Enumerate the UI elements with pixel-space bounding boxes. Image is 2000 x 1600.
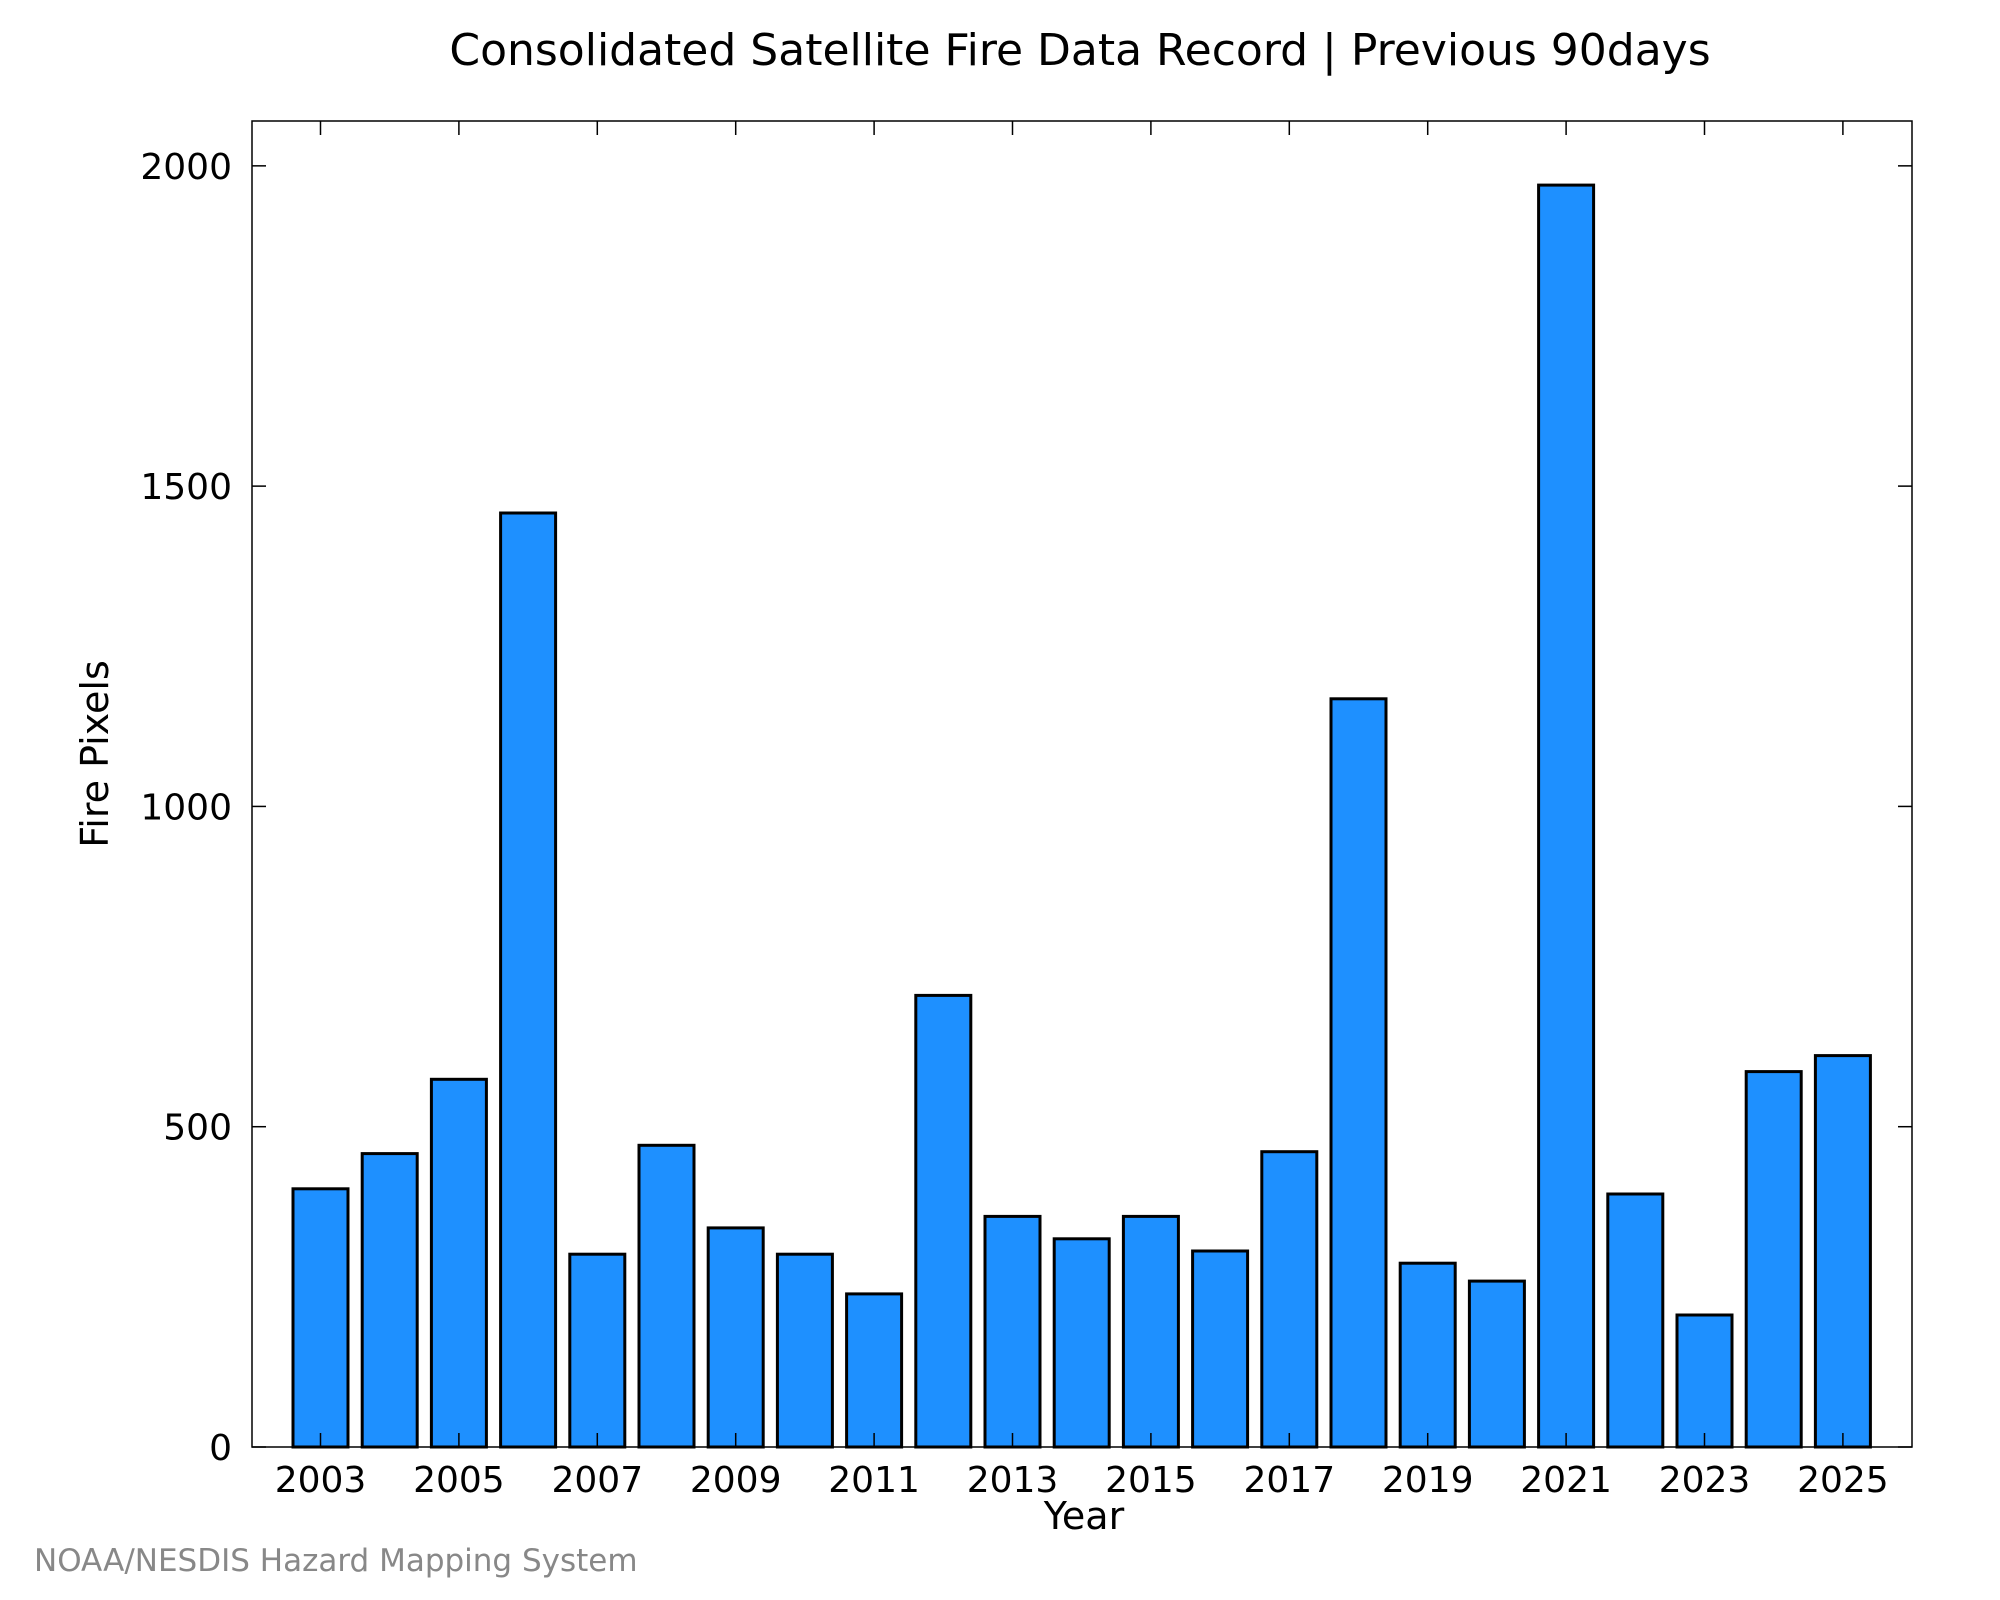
bar-2006	[499, 511, 558, 1449]
x-tick-label-2013: 2013	[967, 1460, 1059, 1501]
x-tick-label-2021: 2021	[1520, 1460, 1612, 1501]
bar-2015	[1121, 1214, 1180, 1449]
bar-2003	[291, 1187, 350, 1449]
bar-2011	[845, 1292, 904, 1449]
bar-2004	[360, 1152, 419, 1449]
y-tick-label-1500: 1500	[140, 467, 232, 508]
x-tick-label-2023: 2023	[1659, 1460, 1751, 1501]
x-tick-label-2009: 2009	[690, 1460, 782, 1501]
bar-2014	[1052, 1237, 1111, 1449]
y-tick-label-1000: 1000	[140, 787, 232, 828]
x-tick-label-2025: 2025	[1797, 1460, 1889, 1501]
y-axis-label: Fire Pixels	[73, 660, 117, 848]
x-axis-label: Year	[1043, 1494, 1125, 1538]
bars-group	[291, 183, 1872, 1449]
bar-2022	[1606, 1192, 1665, 1449]
bar-2016	[1191, 1249, 1250, 1449]
bar-2017	[1260, 1150, 1319, 1449]
bar-2021	[1537, 183, 1596, 1449]
bar-2020	[1467, 1279, 1526, 1449]
y-tick-label-500: 500	[163, 1108, 232, 1149]
bar-2023	[1675, 1313, 1734, 1449]
x-tick-label-2005: 2005	[413, 1460, 505, 1501]
chart-title: Consolidated Satellite Fire Data Record …	[449, 25, 1710, 76]
bar-2009	[706, 1226, 765, 1449]
x-tick-label-2011: 2011	[828, 1460, 920, 1501]
x-tick-label-2019: 2019	[1382, 1460, 1474, 1501]
bar-2025	[1813, 1054, 1872, 1449]
y-tick-label-2000: 2000	[140, 147, 232, 188]
bar-2018	[1329, 697, 1388, 1449]
credit-text: NOAA/NESDIS Hazard Mapping System	[34, 1543, 638, 1579]
ticks-group: 0 500 1000 1500 2000 2003 2005 2007 2009 2011 2013…	[140, 121, 1912, 1501]
bar-2005	[429, 1077, 488, 1449]
x-tick-label-2003: 2003	[275, 1460, 367, 1501]
plot-frame	[251, 120, 1913, 1448]
x-tick-label-2015: 2015	[1105, 1460, 1197, 1501]
y-tick-label-0: 0	[209, 1428, 232, 1469]
x-tick-label-2007: 2007	[551, 1460, 643, 1501]
bar-2010	[775, 1252, 834, 1449]
bar-2024	[1744, 1070, 1803, 1449]
bar-2008	[637, 1143, 696, 1449]
bar-2013	[983, 1214, 1042, 1449]
x-tick-label-2017: 2017	[1243, 1460, 1335, 1501]
bar-2019	[1398, 1261, 1457, 1449]
bar-2007	[568, 1252, 627, 1449]
bar-2012	[914, 993, 973, 1449]
